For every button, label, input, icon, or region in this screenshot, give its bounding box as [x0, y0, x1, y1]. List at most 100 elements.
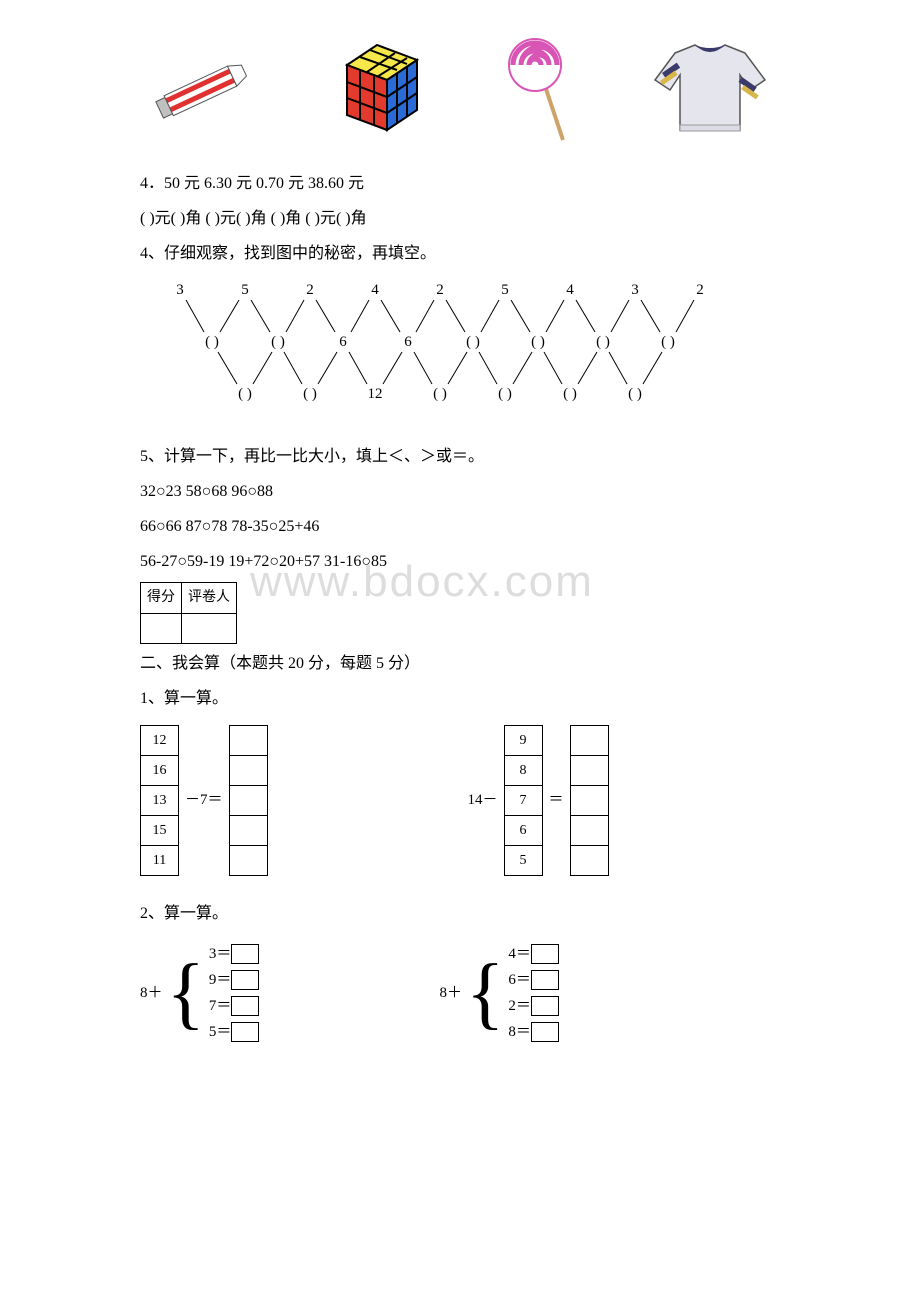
calc-left-answers: [229, 725, 268, 876]
cell: [229, 756, 267, 786]
calc-row-1: 12 16 13 15 11 －7＝ 14－ 9 8 7 6 5 ＝: [140, 725, 780, 876]
cell: 13: [141, 786, 179, 816]
svg-text:( ): ( ): [433, 386, 447, 402]
cell: 8: [504, 756, 542, 786]
calc-left-op: －7＝: [185, 787, 223, 814]
cell: [570, 756, 608, 786]
calc-right-group: 14－ 9 8 7 6 5 ＝: [468, 725, 609, 876]
svg-text:( ): ( ): [661, 334, 675, 350]
cell: [229, 846, 267, 876]
brace-left-group: 8＋ { 3＝ 9＝ 7＝ 5＝: [140, 941, 259, 1045]
cell: [229, 726, 267, 756]
answer-box: [531, 970, 559, 990]
cell: 9: [504, 726, 542, 756]
q4-title: 4、仔细观察，找到图中的秘密，再填空。: [140, 240, 780, 269]
svg-text:( ): ( ): [531, 334, 545, 350]
score-table: 得分 评卷人: [140, 582, 237, 643]
answer-box: [231, 944, 259, 964]
cell: 7: [504, 786, 542, 816]
q5-line2: 66○66 87○78 78-35○25+46: [140, 513, 780, 542]
brace-right-prefix: 8＋: [439, 980, 462, 1007]
cell: [570, 846, 608, 876]
lollipop-icon: [493, 30, 583, 150]
svg-text:3: 3: [176, 282, 184, 298]
q4-diagram: 3 5 2 4 2 5 4 3 2 ( ) ( ) 6 6 ( ) ( ) ( ) ( ) ( ) ( ) 12 (…: [140, 276, 780, 427]
calc-right-values: 9 8 7 6 5: [504, 725, 543, 876]
svg-text:( ): ( ): [563, 386, 577, 402]
brace-left-prefix: 8＋: [140, 980, 163, 1007]
brace-icon: {: [466, 957, 504, 1029]
q5-line3: 56-27○59-19 19+72○20+57 31-16○85: [140, 548, 780, 577]
op: 5＝: [209, 1019, 232, 1046]
cell: [570, 816, 608, 846]
grader-value-cell: [182, 613, 237, 643]
score-value-cell: [141, 613, 182, 643]
svg-text:( ): ( ): [596, 334, 610, 350]
answer-box: [231, 1022, 259, 1042]
svg-text:( ): ( ): [271, 334, 285, 350]
answer-box: [531, 996, 559, 1016]
calc-left-values: 12 16 13 15 11: [140, 725, 179, 876]
op: 9＝: [209, 967, 232, 994]
answer-box: [231, 996, 259, 1016]
svg-text:( ): ( ): [498, 386, 512, 402]
cell: 11: [141, 846, 179, 876]
svg-text:4: 4: [371, 282, 379, 298]
cell: 5: [504, 846, 542, 876]
calc-right-op: ＝: [549, 787, 564, 814]
calc-right-prefix: 14－: [468, 787, 498, 814]
q2-1-title: 1、算一算。: [140, 685, 780, 714]
section2-title: 二、我会算（本题共 20 分，每题 5 分）: [140, 650, 780, 679]
svg-text:6: 6: [339, 334, 347, 350]
svg-text:2: 2: [306, 282, 314, 298]
grader-header-cell: 评卷人: [182, 583, 237, 613]
brace-left-items: 3＝ 9＝ 7＝ 5＝: [209, 941, 260, 1045]
q5-line1: 32○23 58○68 96○88: [140, 478, 780, 507]
svg-text:( ): ( ): [238, 386, 252, 402]
answer-box: [531, 1022, 559, 1042]
op: 8＝: [508, 1019, 531, 1046]
calc-left-group: 12 16 13 15 11 －7＝: [140, 725, 268, 876]
op: 7＝: [209, 993, 232, 1020]
answer-box: [531, 944, 559, 964]
svg-text:( ): ( ): [466, 334, 480, 350]
answer-box: [231, 970, 259, 990]
score-header-cell: 得分: [141, 583, 182, 613]
rubiks-cube-icon: [317, 30, 437, 150]
svg-text:5: 5: [241, 282, 249, 298]
q3-line1: 4．50 元 6.30 元 0.70 元 38.60 元: [140, 170, 780, 199]
cell: [570, 786, 608, 816]
svg-text:( ): ( ): [628, 386, 642, 402]
op: 6＝: [508, 967, 531, 994]
q2-2-title: 2、算一算。: [140, 900, 780, 929]
cell: 16: [141, 756, 179, 786]
svg-text:6: 6: [404, 334, 412, 350]
brace-right-items: 4＝ 6＝ 2＝ 8＝: [508, 941, 559, 1045]
op: 3＝: [209, 941, 232, 968]
q3-line2: ( )元( )角 ( )元( )角 ( )角 ( )元( )角: [140, 205, 780, 234]
cell: [229, 786, 267, 816]
op: 2＝: [508, 993, 531, 1020]
svg-text:2: 2: [696, 282, 704, 298]
svg-text:4: 4: [566, 282, 574, 298]
brace-right-group: 8＋ { 4＝ 6＝ 2＝ 8＝: [439, 941, 558, 1045]
q5-title: 5、计算一下，再比一比大小，填上＜、＞或＝。: [140, 443, 780, 472]
cell: [229, 816, 267, 846]
svg-text:( ): ( ): [205, 334, 219, 350]
product-images-row: [140, 30, 780, 150]
svg-text:5: 5: [501, 282, 509, 298]
calc-right-answers: [570, 725, 609, 876]
svg-text:3: 3: [631, 282, 639, 298]
svg-text:12: 12: [368, 386, 383, 402]
cell: 12: [141, 726, 179, 756]
cell: 6: [504, 816, 542, 846]
cell: [570, 726, 608, 756]
toothpaste-icon: [140, 45, 260, 135]
op: 4＝: [508, 941, 531, 968]
brace-icon: {: [167, 957, 205, 1029]
svg-text:2: 2: [436, 282, 444, 298]
cell: 15: [141, 816, 179, 846]
svg-text:( ): ( ): [303, 386, 317, 402]
brace-row: 8＋ { 3＝ 9＝ 7＝ 5＝ 8＋ { 4＝ 6＝ 2＝ 8＝: [140, 941, 780, 1045]
sweater-icon: [640, 35, 780, 145]
